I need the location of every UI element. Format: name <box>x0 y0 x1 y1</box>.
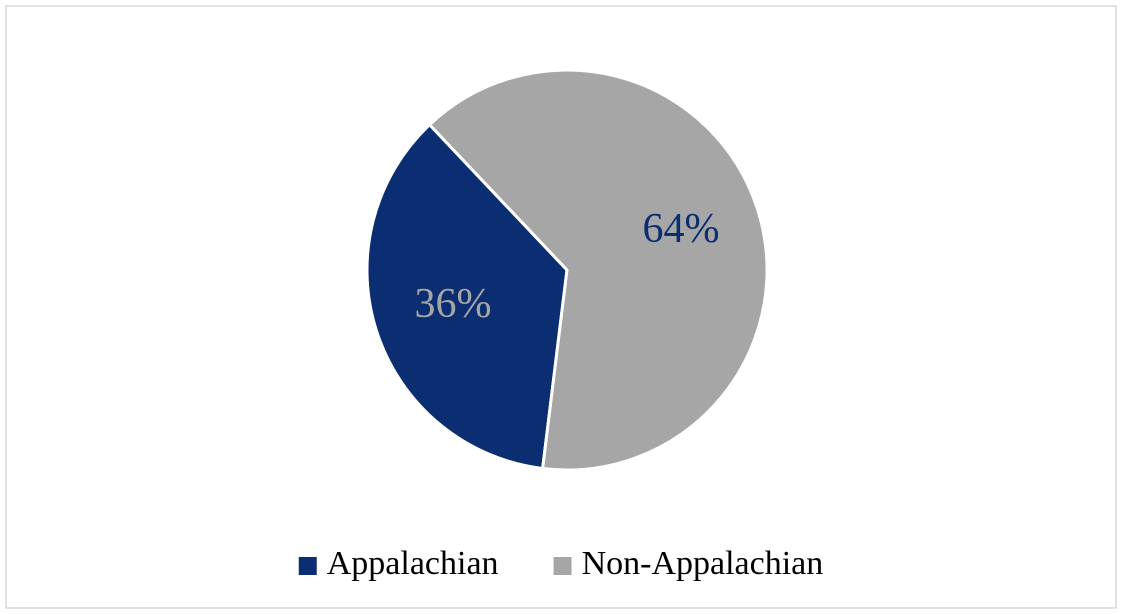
legend-swatch <box>553 557 572 575</box>
legend-label: Non-Appalachian <box>582 545 824 582</box>
data-label: 36% <box>415 281 492 327</box>
data-label: 64% <box>642 206 719 252</box>
pie-slice <box>365 122 569 471</box>
pie-slice <box>427 68 769 472</box>
legend-label: Appalachian <box>327 545 499 582</box>
legend-swatch <box>298 557 317 575</box>
